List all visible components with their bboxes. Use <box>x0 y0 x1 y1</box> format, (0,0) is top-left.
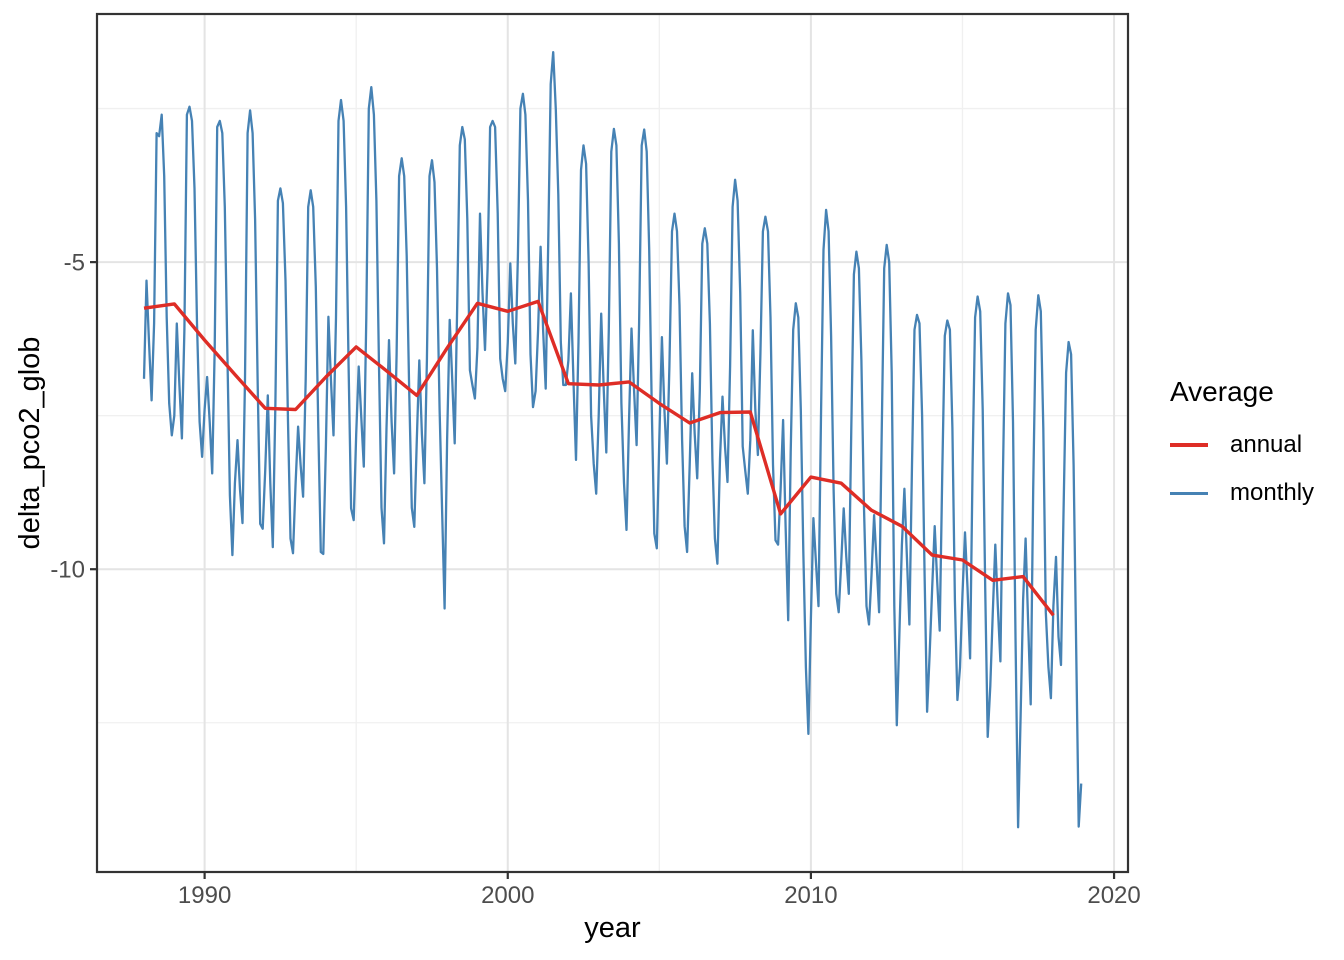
monthly-line-key-icon <box>1170 491 1208 495</box>
panel-border <box>95 12 1130 874</box>
legend-label-annual: annual <box>1230 431 1303 458</box>
x-axis-title: year <box>584 912 641 944</box>
legend-entry-annual: annual <box>1170 424 1344 466</box>
y-axis-title: delta_pco2_glob <box>14 336 46 550</box>
legend: Average annual monthly <box>1170 376 1344 520</box>
legend-entry-monthly: monthly <box>1170 472 1344 514</box>
annual-line <box>143 299 1055 617</box>
x-tick-label: 2000 <box>481 882 534 909</box>
legend-title: Average <box>1170 376 1274 407</box>
x-tick-label: 2010 <box>784 882 837 909</box>
annual-line-key-icon <box>1170 443 1208 447</box>
legend-label-monthly: monthly <box>1230 479 1315 506</box>
x-tick-label: 1990 <box>178 882 231 909</box>
y-tick-label: -5 <box>64 250 85 277</box>
monthly-line <box>142 50 1083 829</box>
y-tick-label: -10 <box>50 557 85 584</box>
x-tick-label: 2020 <box>1087 882 1140 909</box>
